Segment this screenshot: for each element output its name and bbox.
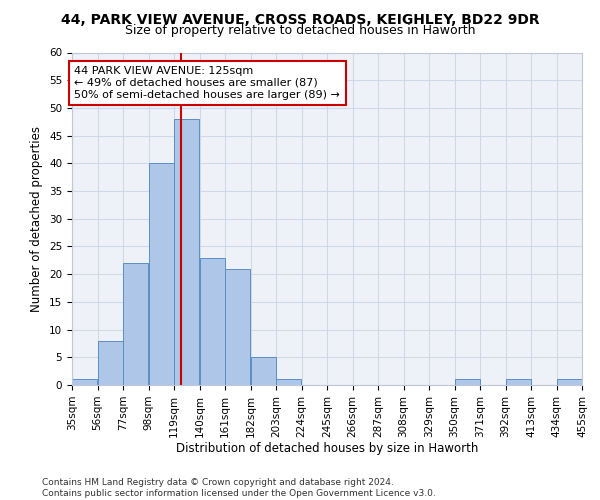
Bar [276,380,301,385]
Bar [72,380,97,385]
Bar [98,340,123,385]
Text: Contains HM Land Registry data © Crown copyright and database right 2024.
Contai: Contains HM Land Registry data © Crown c… [42,478,436,498]
Bar [557,380,582,385]
Bar [149,164,174,385]
Text: Size of property relative to detached houses in Haworth: Size of property relative to detached ho… [125,24,475,37]
Bar [225,268,250,385]
Bar [200,258,225,385]
Bar [174,119,199,385]
Bar [455,380,480,385]
Bar [123,263,148,385]
Text: 44 PARK VIEW AVENUE: 125sqm
← 49% of detached houses are smaller (87)
50% of sem: 44 PARK VIEW AVENUE: 125sqm ← 49% of det… [74,66,340,100]
Bar [506,380,531,385]
Text: 44, PARK VIEW AVENUE, CROSS ROADS, KEIGHLEY, BD22 9DR: 44, PARK VIEW AVENUE, CROSS ROADS, KEIGH… [61,12,539,26]
Y-axis label: Number of detached properties: Number of detached properties [31,126,43,312]
X-axis label: Distribution of detached houses by size in Haworth: Distribution of detached houses by size … [176,442,478,456]
Bar [251,358,276,385]
